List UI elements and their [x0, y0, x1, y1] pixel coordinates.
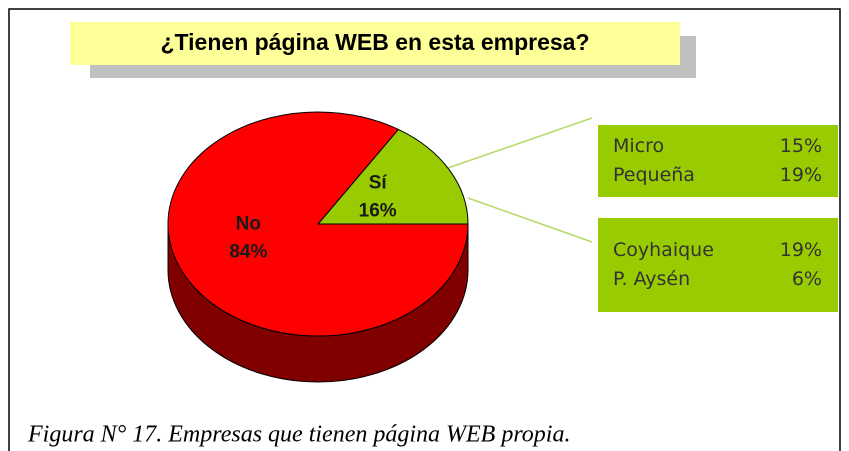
pie-slice [167, 111, 469, 337]
title-box [70, 22, 680, 65]
breakdown-label: Micro [613, 135, 664, 157]
caption: Figura N° 17. Empresas que tienen página… [27, 422, 570, 448]
slice-value-label: 84% [229, 242, 267, 263]
pie-slice [316, 128, 469, 225]
breakdown-value: 19% [780, 239, 822, 261]
slice-value-label: 16% [359, 200, 397, 221]
breakdown-label: P. Aysén [613, 268, 690, 290]
breakdown-value: 15% [780, 135, 822, 157]
breakdown-value: 6% [792, 268, 822, 290]
breakdown-value: 19% [780, 164, 822, 186]
breakdown-label: Pequeña [613, 164, 695, 186]
frame [8, 8, 841, 451]
chart-title: ¿Tienen página WEB en esta empresa? [160, 29, 589, 55]
leader-line [447, 117, 593, 169]
slice-label: No [236, 214, 261, 235]
breakdown-label: Coyhaique [613, 239, 714, 261]
breakdown-box [598, 218, 838, 312]
slice-label: Sí [369, 172, 388, 193]
breakdown-box [598, 125, 838, 197]
leader-line [467, 197, 593, 243]
